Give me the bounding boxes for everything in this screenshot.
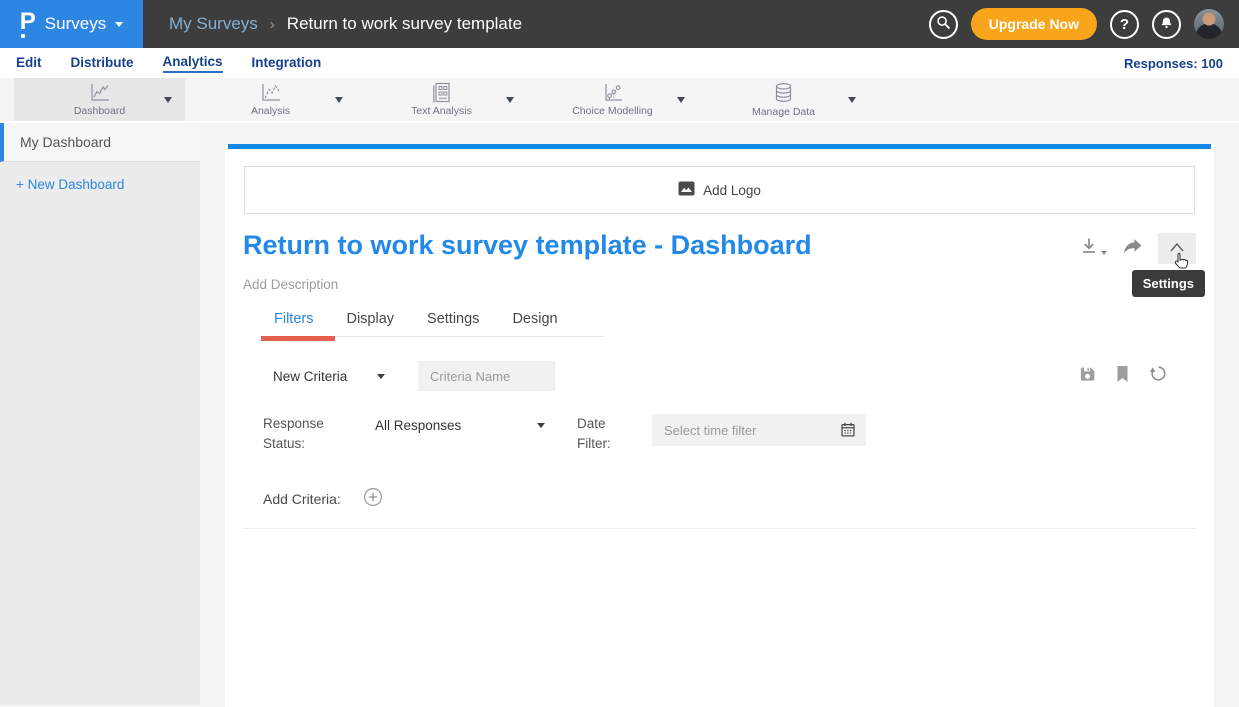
- add-logo-button[interactable]: Add Logo: [244, 166, 1195, 214]
- app-switcher[interactable]: P Surveys: [0, 0, 143, 48]
- nav-distribute[interactable]: Distribute: [70, 54, 134, 70]
- chevron-down-icon[interactable]: [848, 96, 856, 103]
- toolbar-item-label: Text Analysis: [411, 105, 472, 117]
- response-status-value: All Responses: [375, 418, 462, 433]
- top-header: P Surveys My Surveys › Return to work su…: [0, 0, 1239, 48]
- toolbar-item-label: Dashboard: [73, 105, 126, 117]
- chevron-down-icon[interactable]: [164, 96, 172, 103]
- dashboard-line-chart-icon: [88, 82, 111, 103]
- sidebar-item-my-dashboard[interactable]: My Dashboard: [0, 123, 200, 162]
- chevron-down-icon: [115, 21, 124, 27]
- tab-filters[interactable]: Filters: [260, 311, 337, 341]
- bookmark-icon: [1115, 365, 1130, 388]
- toolbar-analysis[interactable]: Analysis: [185, 78, 356, 121]
- breadcrumb-my-surveys[interactable]: My Surveys: [169, 14, 258, 33]
- collapse-button[interactable]: Settings: [1131, 233, 1205, 297]
- app-name: Surveys: [44, 14, 107, 33]
- new-dashboard-button[interactable]: + New Dashboard: [16, 177, 125, 192]
- bell-icon: [1159, 15, 1174, 34]
- share-button[interactable]: [1122, 238, 1143, 260]
- date-filter-field: [652, 414, 866, 446]
- search-button[interactable]: [928, 9, 958, 39]
- search-icon: [936, 15, 951, 33]
- cursor-pointer-icon: [1173, 252, 1190, 276]
- date-filter-input[interactable]: [652, 414, 866, 446]
- add-criteria-button[interactable]: [363, 487, 383, 512]
- analytics-toolbar: Dashboard Analysis Text Analysis Choice …: [0, 78, 1239, 123]
- main-area: Add Logo Return to work survey template …: [200, 123, 1239, 707]
- nav-edit[interactable]: Edit: [16, 54, 42, 70]
- toolbar-item-label: Manage Data: [751, 105, 816, 118]
- chevron-down-icon: [377, 373, 385, 379]
- chevron-down-icon[interactable]: [335, 96, 343, 103]
- refresh-icon: [1148, 364, 1167, 388]
- filters-panel: New Criteria: [225, 361, 1214, 512]
- choice-modelling-icon: [601, 82, 624, 103]
- reset-button[interactable]: [1148, 364, 1167, 388]
- save-icon: [1078, 365, 1097, 388]
- notifications-button[interactable]: [1152, 9, 1181, 39]
- toolbar-item-label: Choice Modelling: [572, 105, 653, 117]
- question-mark-icon: ?: [1119, 15, 1130, 33]
- dashboard-title: Return to work survey template - Dashboa…: [243, 230, 812, 260]
- chevron-down-icon[interactable]: [677, 96, 685, 103]
- breadcrumb-separator-icon: ›: [269, 15, 275, 33]
- plus-circle-icon: [363, 487, 383, 512]
- download-button[interactable]: [1080, 237, 1107, 260]
- toolbar-text-analysis[interactable]: Text Analysis: [356, 78, 527, 121]
- breadcrumb: My Surveys › Return to work survey templ…: [169, 14, 522, 34]
- accent-bar: [228, 144, 1211, 149]
- toolbar-item-label: Analysis: [250, 105, 291, 117]
- dashboard-sidebar: My Dashboard + New Dashboard: [0, 123, 200, 705]
- response-status-label: Response Status:: [263, 416, 324, 452]
- proprofs-logo-icon: P: [19, 8, 36, 38]
- chevron-up-icon: [1168, 240, 1186, 258]
- add-logo-label: Add Logo: [703, 182, 761, 198]
- chevron-down-icon: [1101, 250, 1107, 255]
- header-actions: Upgrade Now ?: [928, 8, 1239, 40]
- tab-display[interactable]: Display: [346, 311, 395, 327]
- chevron-down-icon[interactable]: [506, 96, 514, 103]
- response-status-dropdown[interactable]: All Responses: [375, 418, 545, 433]
- criteria-actions: [1078, 364, 1167, 388]
- responses-count: Responses: 100: [1124, 55, 1223, 71]
- criteria-dropdown-value: New Criteria: [273, 368, 348, 384]
- section-divider: [243, 527, 1196, 529]
- database-icon: [772, 82, 795, 104]
- user-avatar[interactable]: [1194, 9, 1224, 39]
- share-arrow-icon: [1122, 238, 1143, 260]
- chevron-down-icon: [537, 423, 545, 428]
- tab-design[interactable]: Design: [512, 311, 558, 327]
- download-icon: [1080, 237, 1099, 260]
- image-icon: [678, 181, 695, 199]
- toolbar-choice-modelling[interactable]: Choice Modelling: [527, 78, 698, 121]
- dashboard-card: Add Logo Return to work survey template …: [225, 144, 1214, 707]
- save-button[interactable]: [1078, 365, 1097, 388]
- upgrade-button[interactable]: Upgrade Now: [970, 8, 1097, 40]
- text-analysis-icon: [430, 82, 453, 103]
- bookmark-button[interactable]: [1115, 365, 1130, 388]
- settings-tooltip: Settings: [1131, 270, 1205, 297]
- add-criteria-label: Add Criteria:: [263, 491, 341, 507]
- dashboard-tabs: Filters Display Settings Design: [260, 311, 604, 341]
- criteria-name-input[interactable]: [418, 361, 555, 391]
- tab-settings[interactable]: Settings: [427, 311, 480, 327]
- breadcrumb-current: Return to work survey template: [286, 14, 523, 33]
- nav-analytics[interactable]: Analytics: [162, 54, 223, 73]
- nav-integration[interactable]: Integration: [251, 54, 322, 70]
- criteria-dropdown[interactable]: New Criteria: [273, 369, 385, 384]
- survey-nav: Edit Distribute Analytics Integration Re…: [0, 48, 1239, 78]
- help-button[interactable]: ?: [1110, 9, 1139, 39]
- date-filter-label: Date Filter:: [577, 416, 611, 452]
- toolbar-manage-data[interactable]: Manage Data: [698, 78, 869, 121]
- toolbar-dashboard[interactable]: Dashboard: [14, 78, 185, 121]
- title-actions: Settings: [1080, 233, 1205, 297]
- analysis-chart-icon: [259, 82, 282, 103]
- add-description-button[interactable]: Add Description: [243, 277, 339, 292]
